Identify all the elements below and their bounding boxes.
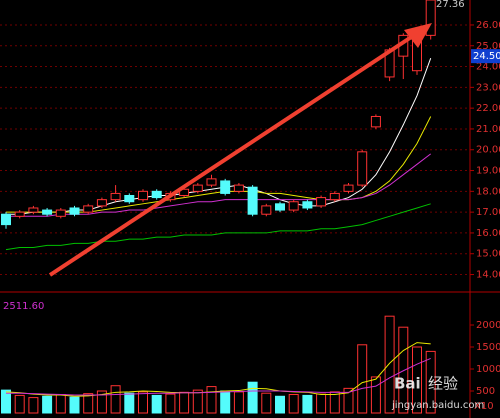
candle-body xyxy=(206,178,217,186)
candle-body xyxy=(329,192,340,201)
volume-bar xyxy=(14,394,25,414)
candle-body xyxy=(425,0,436,36)
candle-body xyxy=(370,115,381,128)
volume-bar xyxy=(206,386,217,414)
candle-body xyxy=(138,190,148,201)
volume-bar xyxy=(220,390,231,414)
candle-body xyxy=(96,199,107,207)
candle-body xyxy=(233,184,244,192)
volume-bar xyxy=(370,376,381,414)
trend-arrow xyxy=(48,28,424,277)
volume-bar xyxy=(233,391,244,414)
candle-body xyxy=(69,207,80,215)
candle-body xyxy=(288,201,299,211)
y-tick-label: 22.00 xyxy=(476,103,500,114)
last-price-label: 24.50 xyxy=(473,51,500,62)
y-tick-label: 500 xyxy=(476,386,495,397)
volume-bar xyxy=(83,393,94,414)
volume-bar xyxy=(275,395,285,414)
volume-ma-line xyxy=(5,342,431,397)
y-tick-label: 25.00 xyxy=(476,41,500,52)
y-tick-label: 1000 xyxy=(476,364,500,375)
candle-body xyxy=(220,180,231,194)
watermark-url: jingyan.baidu.com xyxy=(391,400,484,411)
volume-bar xyxy=(55,394,66,414)
candle-body xyxy=(14,211,25,217)
volume-title: 2511.60 xyxy=(3,301,44,312)
volume-bar xyxy=(412,346,422,414)
watermark-product: 经验 xyxy=(428,375,458,393)
ma-line xyxy=(5,203,431,251)
candle-body xyxy=(302,201,313,209)
volume-bar xyxy=(288,394,299,414)
y-tick-label: 26.00 xyxy=(476,20,500,31)
last-price-box xyxy=(471,49,500,64)
volume-ma-line xyxy=(6,357,431,396)
y-tick-label: 23.00 xyxy=(476,82,500,93)
volume-bar xyxy=(384,315,395,414)
volume-bar xyxy=(96,390,107,414)
volume-bar xyxy=(247,381,258,414)
candle-body xyxy=(357,151,368,186)
volume-bar xyxy=(124,392,135,414)
candle-body xyxy=(28,207,39,213)
candle-body xyxy=(247,186,258,215)
volume-bar xyxy=(42,395,53,414)
y-tick-label: 20.00 xyxy=(476,145,500,156)
unit-label: X10 xyxy=(474,401,494,412)
volume-bar xyxy=(425,350,436,414)
volume-bar xyxy=(302,394,313,414)
volume-bar xyxy=(192,389,203,414)
volume-bar xyxy=(1,389,11,414)
candle-body xyxy=(151,190,162,199)
candle-body xyxy=(42,209,53,215)
volume-bar xyxy=(28,397,39,414)
y-tick-label: 14.00 xyxy=(476,270,500,281)
volume-bar xyxy=(316,393,327,414)
volume-bar xyxy=(357,344,368,414)
candle-body xyxy=(124,194,135,203)
y-tick-label: 16.00 xyxy=(476,228,500,239)
volume-bar xyxy=(138,391,148,414)
candle-body xyxy=(179,188,190,196)
candle-body xyxy=(192,184,203,192)
high-label: 27.36 xyxy=(436,0,465,10)
candle-body xyxy=(110,192,121,201)
candle-body xyxy=(261,205,272,215)
y-tick-label: 15.00 xyxy=(476,249,500,260)
volume-bar xyxy=(261,392,272,414)
candle-body xyxy=(316,197,327,207)
y-tick-label: 24.00 xyxy=(476,62,500,73)
candle-body xyxy=(275,203,285,211)
volume-bar xyxy=(69,396,80,414)
candle-body xyxy=(343,184,354,192)
volume-bar xyxy=(110,385,121,414)
volume-bar xyxy=(179,391,190,414)
y-tick-label: 18.00 xyxy=(476,186,500,197)
plot xyxy=(0,0,474,414)
volume-bar xyxy=(165,393,176,414)
y-tick-label: 1500 xyxy=(476,342,500,353)
candle-body xyxy=(1,213,11,226)
watermark-brand: Bai xyxy=(394,375,421,393)
volume-bar xyxy=(151,394,162,414)
volume-bar xyxy=(343,387,354,414)
volume-bar xyxy=(398,326,409,414)
y-tick-label: 19.00 xyxy=(476,166,500,177)
y-tick-label: 17.00 xyxy=(476,207,500,218)
candle-body xyxy=(83,205,94,213)
y-tick-label: 2000 xyxy=(476,320,500,331)
arrow-head xyxy=(404,23,432,48)
candle-body xyxy=(55,209,66,217)
volume-bar xyxy=(329,391,340,414)
y-tick-label: 21.00 xyxy=(476,124,500,135)
